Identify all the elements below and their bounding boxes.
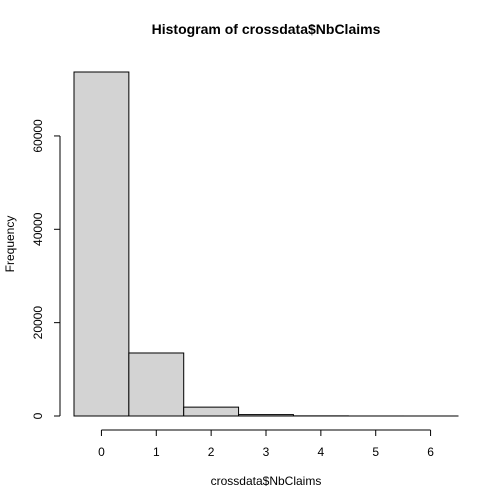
histogram-bar-1 bbox=[128, 352, 185, 417]
x-tick-label-4: 4 bbox=[318, 445, 325, 459]
histogram-bar-2 bbox=[183, 406, 240, 417]
x-tick-label-1: 1 bbox=[153, 445, 160, 459]
bars-group bbox=[73, 71, 459, 417]
histogram-bar-3 bbox=[238, 414, 294, 417]
y-tick-label-20000: 20000 bbox=[31, 306, 45, 340]
y-tick-label-60000: 60000 bbox=[31, 119, 45, 153]
y-axis: 0 20000 40000 60000 bbox=[31, 119, 61, 419]
x-axis-label: crossdata$NbClaims bbox=[211, 474, 322, 488]
x-tick-label-5: 5 bbox=[372, 445, 379, 459]
y-axis-label: Frequency bbox=[3, 216, 17, 273]
histogram-bar-0 bbox=[73, 71, 130, 417]
x-tick-label-6: 6 bbox=[427, 445, 434, 459]
x-tick-label-2: 2 bbox=[208, 445, 215, 459]
x-tick-label-0: 0 bbox=[98, 445, 105, 459]
y-tick-label-0: 0 bbox=[31, 412, 45, 419]
x-tick-label-3: 3 bbox=[263, 445, 270, 459]
x-axis: 0 1 2 3 4 5 6 bbox=[98, 429, 434, 459]
chart-title: Histogram of crossdata$NbClaims bbox=[152, 21, 381, 37]
y-tick-label-40000: 40000 bbox=[31, 212, 45, 246]
